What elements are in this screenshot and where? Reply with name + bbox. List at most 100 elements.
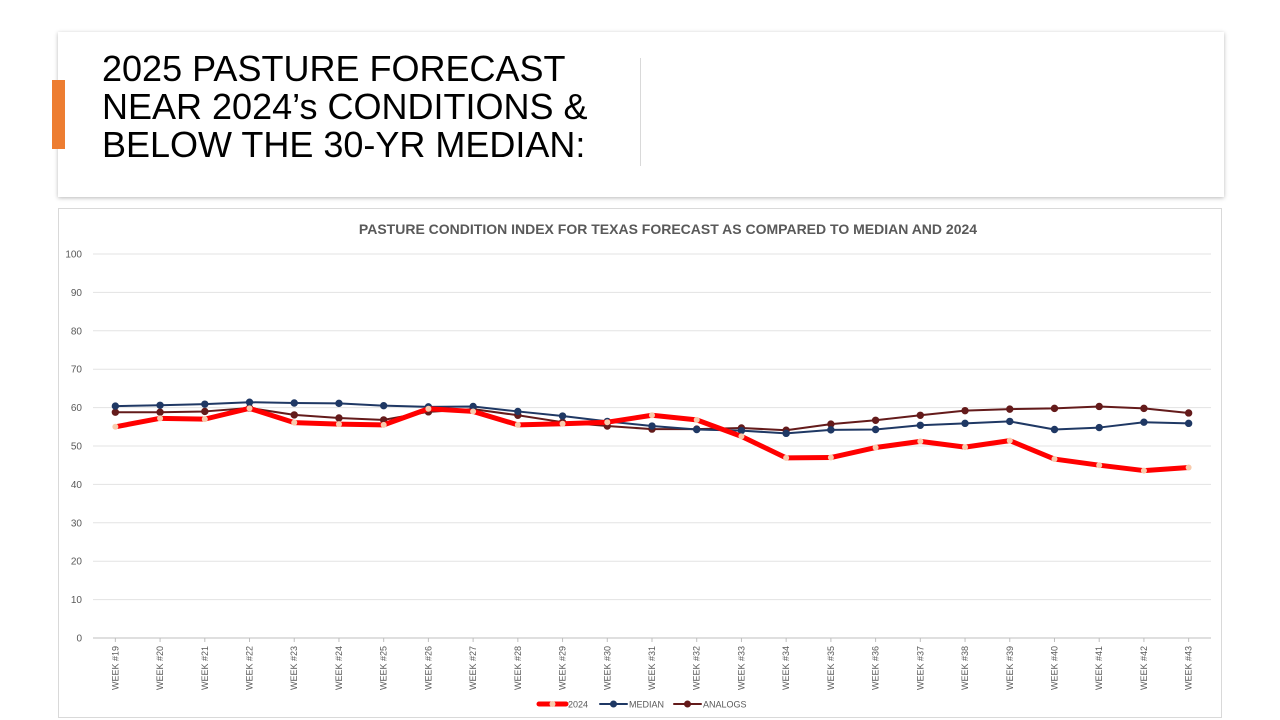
title-accent-bar [52,80,65,149]
data-point-median [201,400,209,408]
x-tick-label: WEEK #23 [289,646,299,690]
data-point-analogs [1184,409,1193,417]
data-point-analogs [156,408,164,416]
data-point-median [335,399,343,408]
data-point-2024 [693,416,700,423]
x-tick-label: WEEK #32 [692,646,702,690]
data-point-2024 [335,421,342,428]
y-tick-label: 30 [71,518,83,529]
x-tick-label: WEEK #28 [513,646,523,690]
data-point-median [1050,425,1059,434]
x-tick-label: WEEK #33 [736,646,746,690]
x-tick-label: WEEK #41 [1094,646,1104,690]
legend-label-median: MEDIAN [629,700,664,710]
data-point-analogs [111,408,120,416]
data-point-analogs [201,407,209,416]
data-point-2024 [425,405,432,412]
data-point-2024 [470,408,477,415]
data-point-median [514,407,522,416]
data-point-median [871,425,880,434]
legend-label-2024: 2024 [568,700,588,710]
data-point-median [1140,418,1148,426]
y-tick-label: 90 [71,288,83,299]
data-point-median [1095,423,1103,432]
chart-card: PASTURE CONDITION INDEX FOR TEXAS FORECA… [58,208,1222,718]
x-tick-label: WEEK #19 [110,646,120,690]
data-point-analogs [1140,404,1148,413]
data-point-2024 [1051,456,1058,463]
data-point-analogs [1095,402,1103,411]
data-point-median [737,426,746,435]
x-tick-label: WEEK #30 [602,646,612,690]
x-tick-label: WEEK #24 [334,646,344,690]
y-tick-label: 10 [71,595,83,606]
x-tick-label: WEEK #37 [915,646,925,690]
x-tick-label: WEEK #20 [155,646,165,690]
slide-title-line-1: 2025 PASTURE FORECAST [102,48,566,89]
data-point-median [693,425,701,434]
data-point-2024 [649,412,655,419]
data-point-median [290,399,298,407]
legend-marker-analogs [684,700,691,708]
data-point-2024 [291,419,298,426]
data-point-2024 [246,405,253,412]
y-tick-label: 20 [71,557,83,568]
slide-title: 2025 PASTURE FORECAST NEAR 2024’s CONDIT… [102,50,642,164]
legend-marker-2024 [549,701,556,707]
data-point-2024 [157,415,164,422]
data-point-median [827,426,835,434]
x-tick-label: WEEK #36 [871,646,881,690]
data-point-median [558,412,567,420]
data-point-median [156,401,164,409]
x-tick-label: WEEK #43 [1184,646,1194,690]
y-tick-label: 80 [71,326,83,337]
data-point-median [916,421,925,429]
y-tick-label: 40 [71,480,83,491]
slide-title-line-3: BELOW THE 30-YR MEDIAN: [102,124,586,165]
data-point-median [379,401,388,410]
x-tick-label: WEEK #39 [1005,646,1015,690]
x-tick-label: WEEK #22 [245,646,255,690]
data-point-2024 [962,444,969,451]
legend-marker-median [610,700,617,708]
data-point-2024 [917,438,924,445]
data-point-2024 [1140,467,1147,474]
data-point-analogs [871,416,880,424]
title-divider [640,58,641,166]
data-point-analogs [961,406,969,415]
data-point-median [648,422,656,430]
legend-label-analogs: ANALOGS [703,700,747,710]
x-tick-label: WEEK #40 [1049,646,1059,690]
data-point-2024 [559,420,566,427]
data-point-analogs [1006,405,1014,413]
data-point-median [245,398,254,406]
data-point-median [1184,419,1193,428]
data-point-2024 [872,444,879,451]
line-chart: PASTURE CONDITION INDEX FOR TEXAS FORECA… [65,221,1211,710]
data-point-analogs [290,411,298,419]
x-tick-label: WEEK #29 [558,646,568,690]
data-point-2024 [514,421,521,428]
data-point-median [961,419,969,428]
data-point-analogs [335,414,343,422]
y-tick-label: 100 [65,250,82,261]
data-point-analogs [1050,404,1059,413]
data-point-2024 [827,454,834,461]
data-point-2024 [380,421,387,428]
y-tick-label: 0 [76,634,82,645]
data-point-median [782,429,790,438]
data-point-2024 [1006,437,1013,444]
x-tick-label: WEEK #38 [960,646,970,690]
data-point-2024 [1185,464,1192,471]
slide-title-line-2: NEAR 2024’s CONDITIONS & [102,86,588,127]
x-tick-label: WEEK #27 [468,646,478,690]
x-tick-label: WEEK #34 [781,646,791,690]
y-tick-label: 50 [71,442,83,453]
data-point-analogs [916,411,925,419]
x-tick-label: WEEK #42 [1139,646,1149,690]
x-tick-label: WEEK #25 [379,646,389,690]
x-tick-label: WEEK #31 [647,646,657,690]
x-tick-label: WEEK #21 [200,646,210,690]
data-point-2024 [112,423,119,430]
y-tick-label: 70 [71,365,83,376]
